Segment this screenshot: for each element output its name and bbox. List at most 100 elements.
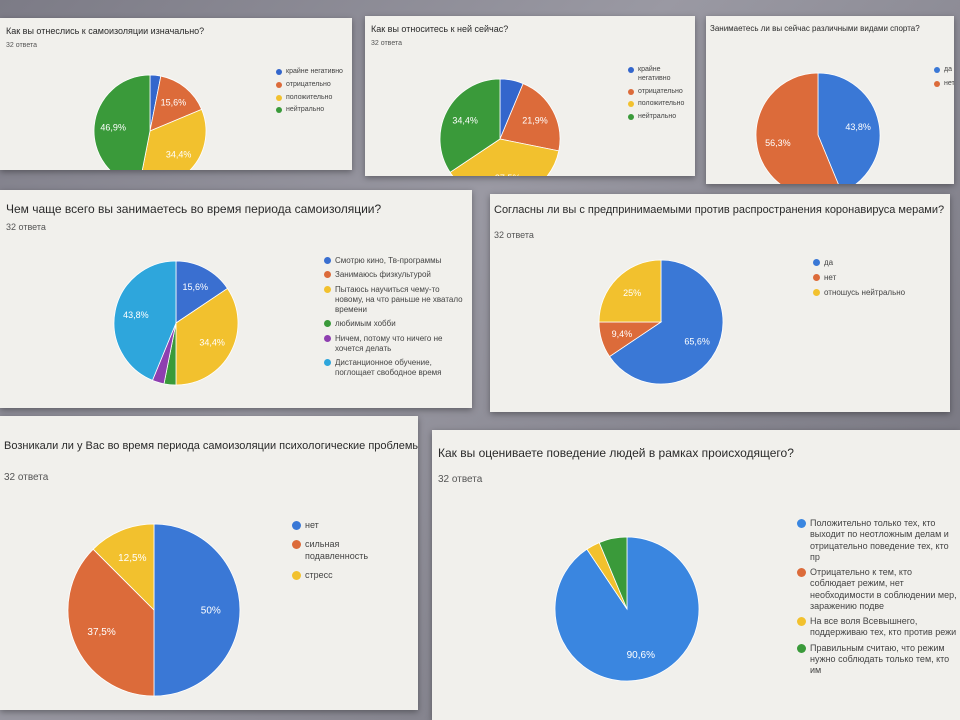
pie-chart: 90,6% bbox=[554, 536, 700, 682]
legend-swatch bbox=[324, 358, 331, 366]
legend-item: да bbox=[813, 258, 933, 268]
legend-item: положительно bbox=[276, 94, 351, 103]
legend-label: крайне негативно bbox=[638, 66, 671, 82]
chart-title: Возникали ли у Вас во время периода само… bbox=[4, 440, 418, 452]
legend-swatch bbox=[324, 334, 331, 342]
legend-label: отношусь нейтрально bbox=[824, 287, 906, 297]
pie-slice bbox=[141, 108, 207, 170]
legend-swatch bbox=[797, 643, 806, 653]
pie-slice bbox=[598, 259, 662, 323]
legend-item: нет bbox=[292, 520, 404, 531]
slice-label: 34,4% bbox=[452, 116, 478, 126]
legend-label: нет bbox=[305, 520, 319, 530]
pie-slice bbox=[175, 260, 229, 324]
pie-slice bbox=[449, 138, 560, 176]
response-count: 32 ответа bbox=[6, 222, 46, 232]
chart-legend: нет сильная подавленность стресс bbox=[292, 520, 404, 589]
legend-label: любимым хобби bbox=[335, 319, 396, 329]
response-count: 32 ответа bbox=[4, 472, 49, 483]
chart-title: Как вы относитесь к ней сейчас? bbox=[371, 24, 509, 34]
pie-chart: 15,6% 34,4% 46,9% bbox=[93, 74, 207, 170]
legend-swatch bbox=[813, 273, 820, 281]
pie-slice bbox=[608, 259, 724, 385]
legend-item: нейтрально bbox=[276, 106, 351, 115]
legend-label: отрицательно bbox=[286, 80, 331, 88]
slice-label: 43,8% bbox=[123, 310, 149, 320]
legend-swatch bbox=[292, 521, 301, 530]
legend-item: положительно bbox=[628, 100, 694, 109]
chart-legend: крайне негативно отрицательно положительно… bbox=[276, 68, 351, 119]
chart-legend: Положительно только тех, кто выходит по … bbox=[797, 518, 957, 680]
legend-swatch bbox=[797, 519, 806, 528]
chart-panel-5: Согласны ли вы с предпринимаемыми против… bbox=[490, 194, 950, 412]
pie-slice bbox=[92, 523, 155, 611]
legend-label: На все воля Всевышнего, поддерживаю тех,… bbox=[810, 616, 957, 638]
legend-swatch bbox=[324, 271, 331, 279]
chart-panel-2: Как вы относитесь к ней сейчас? 32 ответа… bbox=[365, 16, 695, 176]
pie-slice bbox=[499, 83, 561, 152]
legend-label: Правильным считаю, что режим нужно соблю… bbox=[810, 642, 950, 676]
legend-label: нейтрально bbox=[286, 106, 325, 114]
chart-legend: да нет bbox=[934, 66, 954, 93]
legend-label: Положительно только тех, кто выходит по … bbox=[810, 518, 949, 562]
legend-swatch bbox=[797, 617, 806, 626]
pie-slice bbox=[598, 536, 628, 610]
legend-swatch bbox=[628, 67, 634, 73]
slice-label: 37,5% bbox=[495, 173, 521, 176]
slice-label: 34,4% bbox=[166, 150, 192, 160]
chart-panel-6: Возникали ли у Вас во время периода само… bbox=[0, 416, 418, 710]
legend-swatch bbox=[276, 69, 282, 75]
legend-label: нет bbox=[824, 272, 837, 282]
chart-panel-7: Как вы оцениваете поведение людей в рамк… bbox=[432, 430, 960, 720]
legend-item: Дистанционное обучение, поглощает свобод… bbox=[324, 358, 469, 378]
legend-swatch bbox=[292, 540, 301, 550]
pie-slice bbox=[153, 523, 241, 697]
slice-label: 15,6% bbox=[161, 98, 187, 108]
pie-slice bbox=[755, 72, 839, 184]
chart-legend: да нет отношусь нейтрально bbox=[813, 258, 933, 302]
legend-label: да bbox=[944, 66, 952, 73]
chart-title: Как вы оцениваете поведение людей в рамк… bbox=[438, 446, 794, 460]
slice-label: 25% bbox=[623, 288, 641, 298]
legend-swatch bbox=[276, 81, 282, 88]
legend-item: отрицательно bbox=[276, 81, 351, 90]
pie-slice bbox=[93, 74, 151, 170]
response-count: 32 ответа bbox=[438, 474, 483, 485]
chart-title: Занимаетесь ли вы сейчас различными вида… bbox=[710, 24, 920, 33]
legend-item: На все воля Всевышнего, поддерживаю тех,… bbox=[797, 616, 957, 639]
legend-label: Занимаюсь физкультурой bbox=[335, 270, 431, 280]
pie-slice bbox=[149, 75, 203, 132]
pie-slice bbox=[175, 287, 239, 386]
pie-slice bbox=[113, 260, 177, 381]
legend-swatch bbox=[813, 288, 820, 296]
slice-label: 34,4% bbox=[199, 337, 225, 347]
legend-item: Пытаюсь научиться чему-то новому, на что… bbox=[324, 285, 469, 315]
legend-item: крайне негативно bbox=[628, 66, 694, 84]
legend-swatch bbox=[628, 101, 634, 108]
legend-item: крайне негативно bbox=[276, 68, 351, 77]
pie-chart: 65,6% 9,4% 25% bbox=[598, 259, 724, 385]
pie-chart: 21,9% 37,5% 34,4% bbox=[439, 78, 561, 176]
legend-item: нет bbox=[813, 273, 933, 283]
legend-label: Ничем, потому что ничего не хочется дела… bbox=[335, 333, 443, 353]
pie-slice bbox=[67, 548, 155, 697]
legend-label: да bbox=[824, 258, 834, 267]
pie-chart: 15,6% 34,4% 43,8% bbox=[113, 260, 239, 386]
chart-title: Как вы отнеслись к самоизоляции изначаль… bbox=[6, 26, 205, 36]
legend-swatch bbox=[324, 257, 331, 264]
slice-label: 21,9% bbox=[522, 116, 548, 126]
legend-item: Ничем, потому что ничего не хочется дела… bbox=[324, 334, 469, 354]
legend-swatch bbox=[628, 88, 634, 95]
legend-item: нет bbox=[934, 80, 954, 89]
legend-label: стресс bbox=[305, 569, 333, 580]
chart-panel-4: Чем чаще всего вы занимаетесь во время п… bbox=[0, 190, 472, 408]
legend-swatch bbox=[934, 67, 940, 73]
pie-chart: 50% 37,5% 12,5% bbox=[67, 523, 241, 697]
legend-label: крайне негативно bbox=[286, 68, 343, 75]
legend-swatch bbox=[276, 94, 282, 101]
legend-item: стресс bbox=[292, 570, 404, 581]
legend-swatch bbox=[276, 107, 282, 114]
legend-label: нейтрально bbox=[638, 113, 677, 120]
legend-swatch bbox=[324, 285, 331, 293]
legend-swatch bbox=[324, 320, 331, 328]
